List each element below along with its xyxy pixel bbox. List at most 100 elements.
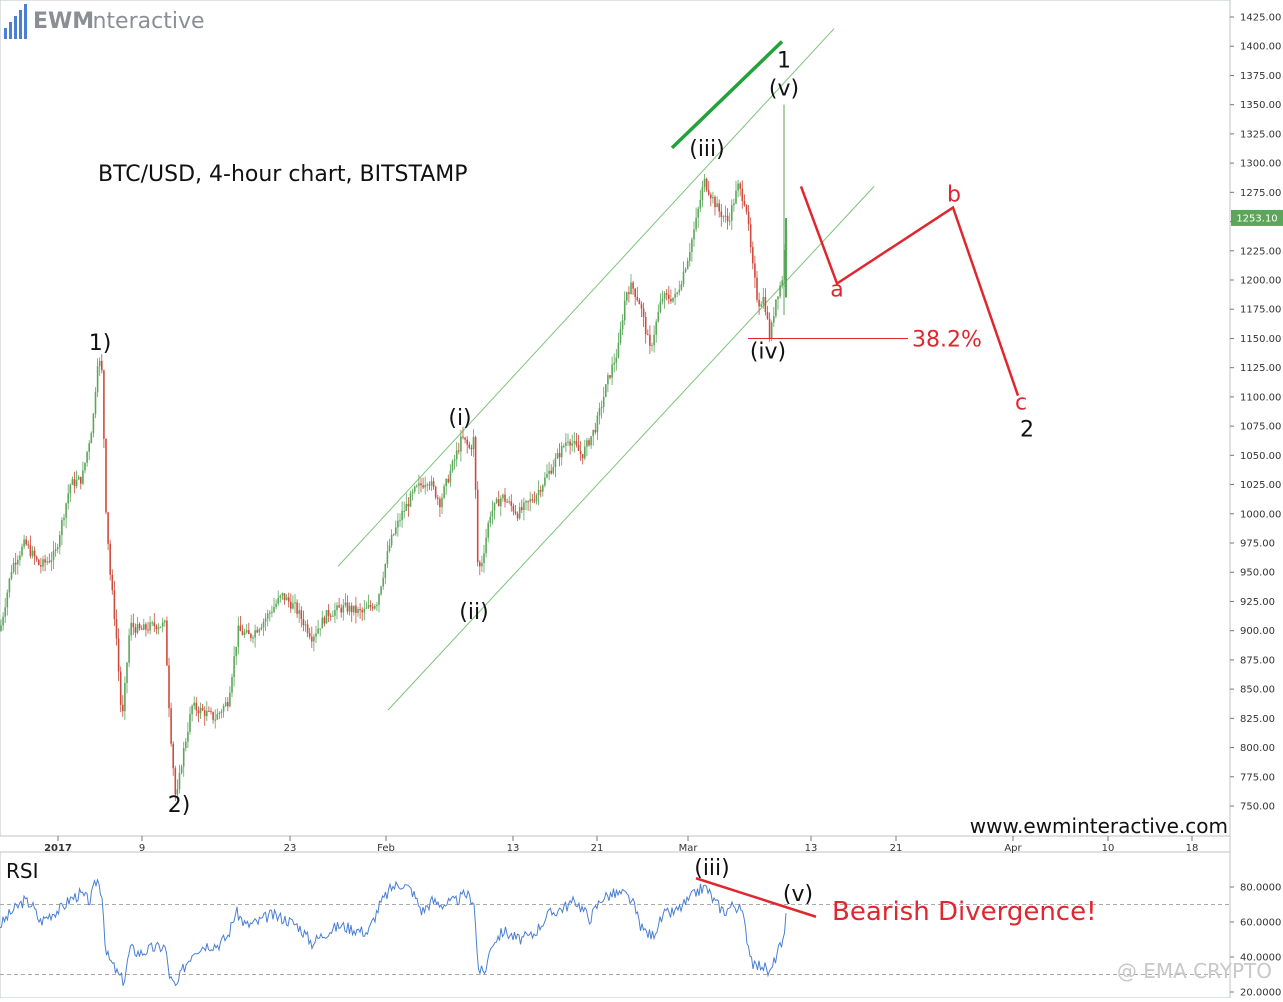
candle-body (506, 501, 508, 503)
time-axis: 2017 9 23 Feb 13 21 Mar 13 21 Apr 10 18 (44, 836, 1198, 854)
rsi-tick-label: 20.0000 (1240, 988, 1281, 999)
candle-body (695, 217, 697, 230)
candle-body (733, 203, 735, 206)
candle-body (132, 622, 135, 628)
time-tick-label: 23 (284, 843, 297, 854)
candle-body (542, 485, 544, 492)
candle-body (90, 433, 93, 444)
candle-body (586, 440, 588, 447)
candle-body (332, 615, 334, 617)
candle-body (149, 622, 151, 631)
candle-body (556, 452, 559, 459)
candle-body (768, 318, 771, 339)
candle-body (430, 481, 433, 486)
candle-body (602, 396, 605, 407)
candle-body (182, 747, 185, 767)
candle-body (777, 296, 779, 300)
candle-body (563, 445, 565, 447)
candle-body (594, 429, 597, 433)
candle-body (558, 452, 561, 458)
candle-body (529, 499, 531, 502)
candle-body (277, 597, 279, 604)
candle-body (113, 590, 116, 620)
candle-body (705, 178, 708, 191)
candle-body (69, 484, 72, 494)
candle-body (584, 446, 586, 459)
candle-body (231, 677, 233, 693)
candle-body (109, 543, 111, 575)
candle-body (56, 547, 59, 550)
candle-body (287, 597, 290, 602)
candle-body (470, 447, 473, 450)
candle-body (397, 520, 399, 528)
wave-label: 2) (168, 793, 191, 818)
candle-body (460, 436, 462, 452)
candle-body (201, 707, 204, 711)
candle-body (785, 218, 787, 298)
candle-body (458, 450, 460, 452)
candle-body (434, 486, 437, 498)
candle-body (739, 183, 741, 189)
candle-body (512, 505, 515, 512)
candle-body (367, 605, 370, 608)
candle-body (266, 613, 269, 619)
candle-body (111, 574, 114, 591)
candle-body (413, 486, 416, 492)
candle-body (779, 285, 781, 297)
candle-body (432, 481, 435, 487)
candle-body (546, 474, 548, 478)
candle-body (374, 605, 376, 609)
candle-body (668, 294, 670, 299)
candle-body (384, 564, 387, 578)
candle-body (416, 485, 418, 487)
candle-body (722, 216, 725, 218)
candle-body (136, 624, 139, 633)
candle-body (388, 545, 391, 552)
candle-body (552, 467, 555, 474)
candle-body (502, 494, 504, 499)
candle-body (521, 507, 523, 511)
candle-body (447, 479, 450, 483)
candle-body (428, 484, 431, 486)
candle-body (25, 539, 27, 545)
candle-body (544, 477, 546, 486)
candle-body (569, 441, 571, 446)
rsi-reference-lines (0, 904, 1230, 975)
candle-body (344, 602, 347, 606)
candle-body (42, 559, 44, 567)
candle-body (472, 437, 475, 450)
candle-body (674, 294, 676, 298)
candle-body (33, 550, 36, 557)
price-tick-label: 925.00 (1240, 597, 1275, 608)
candle-body (124, 683, 126, 712)
candle-body (579, 450, 582, 455)
candle-body (466, 439, 468, 445)
time-tick-label: 9 (139, 843, 145, 854)
price-tick-label: 1000.00 (1240, 509, 1281, 520)
price-tick-label: 800.00 (1240, 743, 1275, 754)
candle-body (630, 282, 632, 295)
candle-body (84, 462, 86, 471)
website-label: www.ewminteractive.com (970, 814, 1228, 838)
candle-body (680, 284, 683, 290)
candle-body (670, 298, 672, 302)
abc-projection-line (799, 186, 1020, 397)
candle-body (239, 625, 242, 632)
candle-body (468, 444, 471, 448)
price-tick-label: 1425.00 (1240, 13, 1281, 24)
candle-body (107, 512, 109, 544)
candle-body (4, 607, 6, 617)
candle-body (197, 710, 200, 714)
candle-body (405, 503, 408, 511)
candle-body (61, 519, 63, 536)
candle-body (264, 618, 267, 622)
candle-body (212, 711, 214, 720)
candle-body (174, 768, 177, 795)
candle-body (596, 415, 599, 433)
candle-body (252, 637, 254, 639)
candle-body (699, 199, 702, 209)
candle-body (737, 183, 739, 191)
channel-lines (337, 28, 875, 711)
rsi-wave-label: (iii) (694, 856, 730, 881)
candle-body (138, 624, 141, 629)
